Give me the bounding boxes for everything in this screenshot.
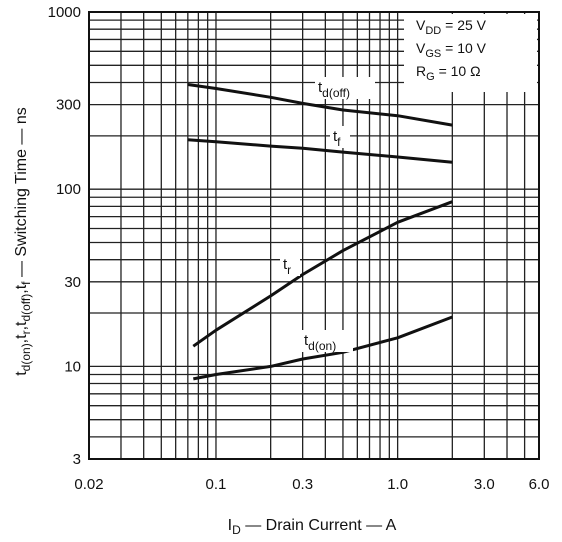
y-axis-title-subscript: r xyxy=(19,330,33,334)
x-tick-label: 1.0 xyxy=(387,476,408,493)
x-axis-title-text: — Drain Current — A xyxy=(241,517,397,534)
condition-dd: VDD = 25 V xyxy=(416,17,487,37)
condition-gs: VGS = 10 V xyxy=(416,40,487,60)
x-tick-label: 0.1 xyxy=(206,476,227,493)
condition-subscript: GS xyxy=(425,48,441,60)
condition-subscript: DD xyxy=(425,25,441,37)
x-tick-label: 3.0 xyxy=(474,476,495,493)
series-label-t-r: tr xyxy=(283,256,291,277)
condition-g: RG = 10 Ω xyxy=(416,63,481,83)
series-line-t-d-off- xyxy=(187,83,453,127)
x-axis-title-subscript: D xyxy=(232,523,241,537)
condition-value: = 10 Ω xyxy=(435,63,481,79)
series-label-subscript: f xyxy=(337,135,341,149)
condition-symbol: V xyxy=(416,40,426,56)
y-axis-title-subscript: d(on) xyxy=(19,343,33,371)
series-label-symbol: t xyxy=(283,256,288,273)
y-tick-label: 10 xyxy=(64,358,81,375)
series-label-t-d-off-: td(off) xyxy=(318,79,350,100)
series-line-t-f xyxy=(187,138,453,164)
y-axis-title-subscript: f xyxy=(19,281,33,285)
y-axis-title-text: — Switching Time — ns xyxy=(13,107,30,281)
series-label-symbol: t xyxy=(333,128,338,145)
series-label-t-d-on-: td(on) xyxy=(304,332,336,353)
y-tick-label: 3 xyxy=(73,451,81,468)
series-label-bg xyxy=(280,254,300,276)
conditions-box-bg xyxy=(404,14,537,92)
y-axis-title-text: ,t xyxy=(13,284,30,293)
x-axis-title: ID — Drain Current — A xyxy=(228,517,397,537)
condition-symbol: V xyxy=(416,17,426,33)
y-axis-title: td(on),tr,td(off),tf — Switching Time — … xyxy=(13,107,33,376)
y-axis-title-text: ,t xyxy=(13,334,30,343)
series-line-t-r xyxy=(192,200,453,348)
series-label-subscript: r xyxy=(287,263,291,277)
x-tick-label: 0.02 xyxy=(74,476,103,493)
y-axis-title-subscript: d(off) xyxy=(19,294,33,322)
x-tick-label: 0.3 xyxy=(292,476,313,493)
plot-frame xyxy=(88,11,540,460)
series-label-t-f: tf xyxy=(333,128,341,149)
series-label-bg xyxy=(315,77,375,99)
y-tick-label: 100 xyxy=(56,181,81,198)
series-label-bg xyxy=(330,126,350,148)
y-axis-title-text: t xyxy=(13,371,30,376)
series-line-t-d-on- xyxy=(193,315,453,381)
series-label-bg xyxy=(301,330,353,352)
x-axis-title-symbol: I xyxy=(228,517,232,534)
condition-subscript: G xyxy=(426,71,435,83)
y-tick-label: 300 xyxy=(56,97,81,114)
y-axis-title-text: ,t xyxy=(13,321,30,330)
x-tick-label: 6.0 xyxy=(529,476,550,493)
condition-value: = 10 V xyxy=(441,40,486,56)
condition-value: = 25 V xyxy=(441,17,486,33)
series-label-subscript: d(on) xyxy=(308,339,336,353)
y-tick-label: 1000 xyxy=(48,4,81,21)
condition-symbol: R xyxy=(416,63,426,79)
series-label-symbol: t xyxy=(318,79,323,96)
series-label-subscript: d(off) xyxy=(322,86,350,100)
y-tick-label: 30 xyxy=(64,274,81,291)
series-lines xyxy=(187,77,453,381)
series-label-symbol: t xyxy=(304,332,309,349)
